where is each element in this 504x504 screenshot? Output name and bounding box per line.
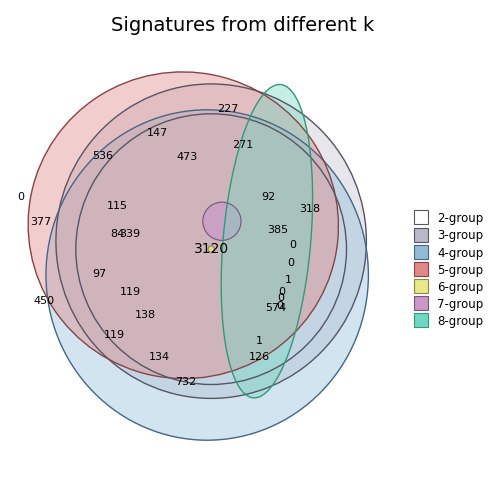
Text: 92: 92	[261, 192, 275, 202]
Ellipse shape	[203, 202, 241, 240]
Text: 126: 126	[249, 352, 270, 362]
Text: 147: 147	[147, 128, 168, 138]
Text: 1: 1	[285, 275, 292, 285]
Ellipse shape	[208, 246, 214, 253]
Text: 0: 0	[279, 287, 285, 297]
Ellipse shape	[56, 84, 366, 398]
Text: 0: 0	[287, 258, 294, 268]
Text: 318: 318	[299, 204, 321, 214]
Text: 1: 1	[256, 337, 263, 346]
Text: 450: 450	[33, 296, 54, 306]
Legend: 2-group, 3-group, 4-group, 5-group, 6-group, 7-group, 8-group: 2-group, 3-group, 4-group, 5-group, 6-gr…	[411, 210, 486, 331]
Text: 271: 271	[232, 140, 254, 150]
Text: 536: 536	[92, 151, 113, 161]
Text: 0: 0	[17, 192, 24, 202]
Title: Signatures from different k: Signatures from different k	[111, 16, 374, 35]
Text: 138: 138	[135, 310, 156, 320]
Text: 732: 732	[175, 377, 196, 388]
Text: 377: 377	[30, 217, 51, 227]
Text: 473: 473	[176, 152, 198, 162]
Text: 574: 574	[265, 303, 286, 313]
Text: 119: 119	[104, 330, 125, 340]
Text: 339: 339	[119, 229, 140, 239]
Text: 0: 0	[276, 301, 283, 311]
Text: 0: 0	[277, 293, 284, 303]
Text: 84: 84	[110, 229, 124, 239]
Text: 97: 97	[93, 269, 107, 279]
Text: 3120: 3120	[194, 242, 229, 256]
Ellipse shape	[221, 85, 312, 398]
Text: 227: 227	[218, 104, 239, 114]
Text: 0: 0	[289, 240, 296, 250]
Ellipse shape	[28, 72, 339, 379]
Text: 134: 134	[149, 352, 170, 362]
Text: 119: 119	[120, 287, 141, 297]
Text: 115: 115	[107, 201, 128, 211]
Text: 385: 385	[268, 225, 289, 235]
Ellipse shape	[46, 110, 368, 440]
